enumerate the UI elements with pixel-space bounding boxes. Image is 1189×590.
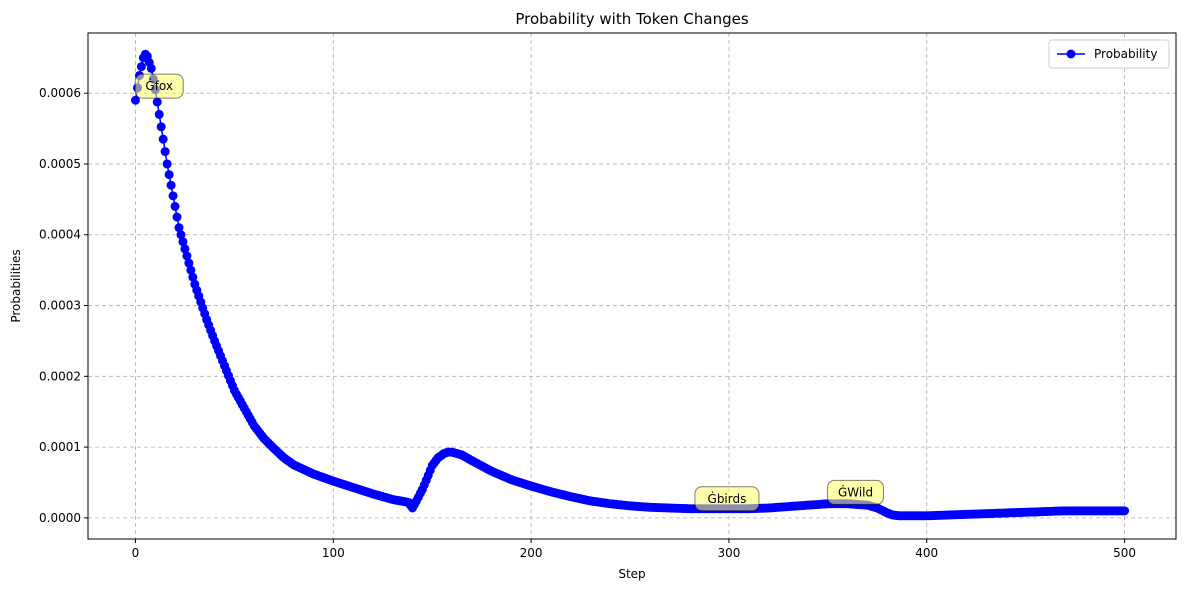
data-point [170, 201, 180, 211]
legend-label: Probability [1094, 47, 1157, 61]
chart-title: Probability with Token Changes [515, 10, 749, 28]
data-point [164, 170, 174, 180]
x-tick-label: 500 [1113, 546, 1136, 560]
legend-marker [1066, 49, 1076, 59]
data-point [174, 223, 184, 233]
annotation-label: Ġfox [145, 77, 173, 93]
annotation-label: Ġbirds [708, 490, 747, 506]
data-point [182, 251, 192, 261]
y-tick-label: 0.0003 [39, 299, 81, 313]
data-point [180, 244, 190, 254]
data-point [130, 95, 140, 105]
data-point [1120, 506, 1130, 516]
x-axis-ticks: 0 100 200 300 400 500 [132, 539, 1136, 560]
x-tick-label: 300 [717, 546, 740, 560]
data-point [136, 62, 146, 72]
y-tick-label: 0.0000 [39, 511, 81, 525]
series-line [134, 52, 1125, 517]
legend-box [1048, 39, 1170, 69]
data-point [172, 212, 182, 222]
annotation-box [694, 486, 760, 512]
series-probability [130, 49, 1130, 521]
annotation-box [827, 479, 885, 505]
y-tick-label: 0.0002 [39, 369, 81, 383]
data-point [158, 134, 168, 144]
y-axis-label: Probabilities [9, 249, 23, 322]
annotation-label: ĠWild [838, 483, 873, 499]
data-point [162, 159, 172, 169]
y-tick-label: 0.0006 [39, 86, 81, 100]
x-tick-label: 0 [132, 546, 140, 560]
x-tick-label: 400 [915, 546, 938, 560]
data-point [152, 97, 162, 107]
data-point [178, 237, 188, 247]
data-point [168, 191, 178, 201]
data-point [160, 147, 170, 157]
data-point [154, 109, 164, 119]
data-point [156, 122, 166, 132]
plot-frame [87, 32, 1177, 540]
annotations: Ġfox Ġbirds ĠWild [134, 73, 885, 512]
x-tick-label: 200 [520, 546, 543, 560]
data-point [186, 265, 196, 275]
data-point [176, 230, 186, 240]
legend: Probability [1048, 39, 1170, 69]
y-tick-label: 0.0004 [39, 228, 81, 242]
data-point [188, 272, 198, 282]
annotation-box [134, 73, 184, 99]
x-axis-label: Step [618, 567, 645, 581]
y-tick-label: 0.0005 [39, 157, 81, 171]
data-point [146, 63, 156, 73]
data-point [166, 180, 176, 190]
x-tick-label: 100 [322, 546, 345, 560]
y-tick-label: 0.0001 [39, 440, 81, 454]
grid-lines [88, 33, 1176, 539]
data-point [184, 258, 194, 268]
y-axis-ticks: 0.0000 0.0001 0.0002 0.0003 0.0004 0.0005 0.00… [39, 86, 88, 525]
